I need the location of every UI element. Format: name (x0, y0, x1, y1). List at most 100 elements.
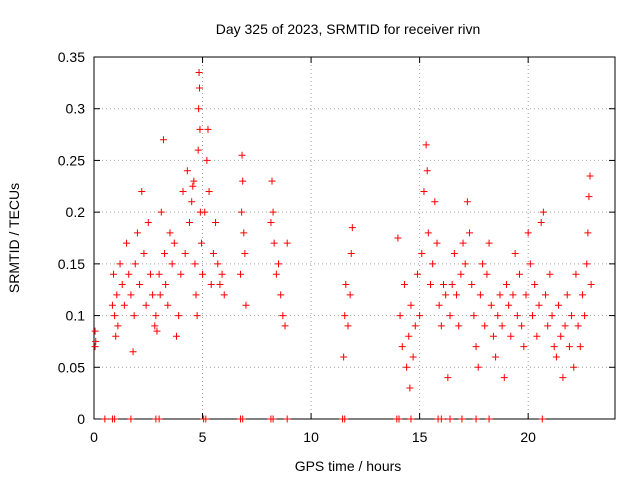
data-point (127, 291, 135, 299)
data-point (572, 270, 580, 278)
data-point (440, 281, 448, 289)
data-point (500, 374, 508, 382)
data-point (275, 260, 283, 268)
data-point (559, 374, 567, 382)
data-point (120, 301, 128, 309)
data-point (468, 281, 476, 289)
data-point (270, 239, 278, 247)
y-tick-label: 0 (77, 411, 85, 427)
data-point (520, 343, 528, 351)
data-point (535, 301, 543, 309)
data-point (340, 353, 348, 361)
data-point (240, 229, 248, 237)
data-point (561, 322, 569, 330)
data-point (570, 363, 578, 371)
plot-border (93, 56, 616, 420)
data-point (494, 312, 502, 320)
data-point (584, 229, 592, 237)
data-point (406, 384, 414, 392)
y-tick-label: 0.2 (66, 204, 86, 220)
data-point (474, 363, 482, 371)
data-point (191, 260, 199, 268)
data-point (203, 156, 211, 164)
data-point (548, 312, 556, 320)
data-point (123, 239, 131, 247)
y-tick-label: 0.05 (58, 359, 85, 375)
data-point (411, 322, 419, 330)
data-point (168, 260, 176, 268)
data-point (418, 250, 426, 258)
data-point (193, 312, 201, 320)
data-point (585, 193, 593, 201)
data-point (542, 291, 550, 299)
y-tick-label: 0.15 (58, 256, 85, 272)
data-point (453, 291, 461, 299)
data-point (196, 125, 204, 133)
data-point (550, 343, 558, 351)
data-point (437, 322, 445, 330)
data-point (101, 415, 109, 423)
data-point (485, 415, 493, 423)
data-point (241, 250, 249, 258)
data-point (237, 270, 245, 278)
data-point (403, 363, 411, 371)
data-point (396, 312, 404, 320)
data-point (483, 270, 491, 278)
data-point (450, 250, 458, 258)
data-point (487, 301, 495, 309)
data-point (151, 322, 159, 330)
data-point (118, 281, 126, 289)
data-point (204, 125, 212, 133)
data-point (146, 270, 154, 278)
data-point (344, 322, 352, 330)
x-tick-label: 5 (199, 429, 207, 445)
data-point (444, 374, 452, 382)
data-point (164, 301, 172, 309)
data-point (442, 291, 450, 299)
data-point (407, 415, 415, 423)
data-point (587, 281, 595, 289)
data-point (91, 327, 99, 335)
data-point (346, 291, 354, 299)
y-tick-label: 0.25 (58, 152, 85, 168)
data-point (511, 250, 519, 258)
data-point (239, 177, 247, 185)
data-point (476, 291, 484, 299)
data-point (159, 136, 167, 144)
data-point (201, 208, 209, 216)
data-point (238, 208, 246, 216)
data-point (192, 291, 200, 299)
data-point (398, 343, 406, 351)
data-point (212, 218, 220, 226)
data-point (129, 348, 137, 356)
data-point (472, 343, 480, 351)
data-point (125, 270, 133, 278)
data-point (347, 250, 355, 258)
data-point (544, 322, 552, 330)
data-point (190, 177, 198, 185)
data-point (155, 270, 163, 278)
data-point (283, 415, 291, 423)
data-point (162, 281, 170, 289)
data-point (188, 198, 196, 206)
data-point (505, 301, 513, 309)
data-point (195, 105, 203, 113)
data-point (195, 69, 203, 77)
y-tick-label: 0.35 (58, 49, 85, 65)
data-point (111, 415, 119, 423)
data-point (269, 208, 277, 216)
data-point (267, 218, 275, 226)
data-point (172, 332, 180, 340)
data-point (413, 270, 421, 278)
data-point (529, 312, 537, 320)
data-point (492, 353, 500, 361)
data-point (238, 151, 246, 159)
data-point (479, 260, 487, 268)
grid (94, 57, 615, 419)
data-point (431, 198, 439, 206)
data-point (485, 239, 493, 247)
data-point (405, 332, 413, 340)
data-point (127, 415, 135, 423)
data-point (157, 208, 165, 216)
